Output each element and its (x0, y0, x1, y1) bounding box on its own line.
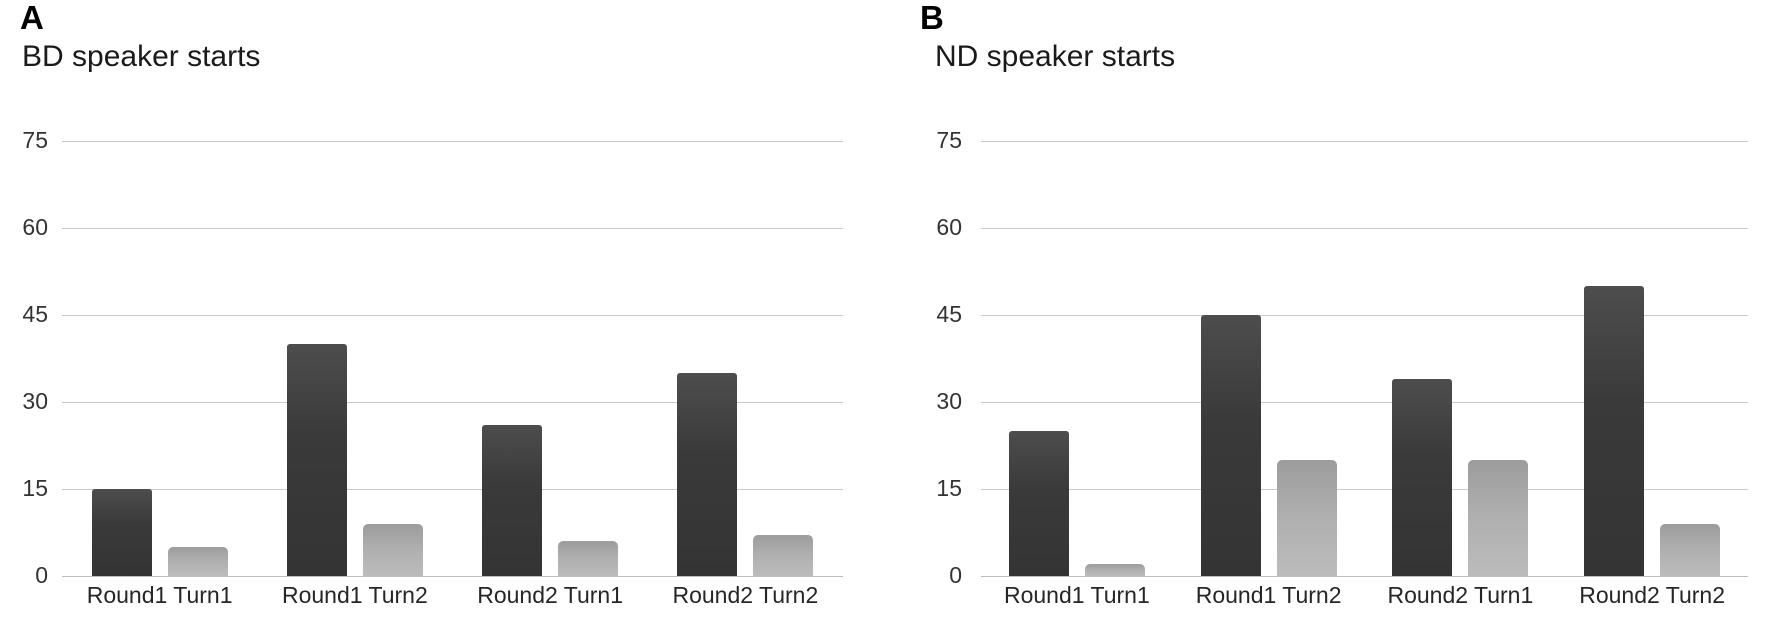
panel-a-plot-area (62, 141, 843, 577)
y-tick-label-45: 45 (936, 301, 962, 328)
bar-group-3 (482, 141, 619, 576)
x-category-label: Round1 Turn2 (1195, 582, 1342, 608)
bar-group-1 (1008, 141, 1145, 576)
panel-b-letter: B (920, 0, 944, 36)
dark-gray-series-bar (286, 344, 347, 576)
light-gray-series-bar (1468, 460, 1529, 576)
dark-gray-series-bar (1200, 315, 1261, 576)
y-gridline-75 (981, 141, 1748, 142)
y-gridline-30 (62, 402, 843, 403)
panel-b-y-axis: 0 15 30 45 60 75 (886, 129, 962, 587)
y-gridline-75 (62, 141, 843, 142)
x-category-label: Round1 Turn1 (1003, 582, 1150, 608)
y-gridline-15 (981, 489, 1748, 490)
light-gray-series-bar (167, 547, 228, 576)
bar-group-1 (91, 141, 228, 576)
bar-group-3 (1392, 141, 1529, 576)
y-tick-label-0: 0 (35, 562, 48, 589)
dark-gray-series-bar (482, 425, 543, 576)
x-category-label: Round1 Turn1 (86, 582, 233, 608)
light-gray-series-bar (558, 541, 619, 576)
bar-group-2 (1200, 141, 1337, 576)
y-tick-label-45: 45 (22, 301, 48, 328)
x-category-label: Round2 Turn2 (672, 582, 819, 608)
light-gray-series-bar (1660, 523, 1721, 576)
bar-group-4 (677, 141, 814, 576)
bar-group-4 (1584, 141, 1721, 576)
y-gridline-45 (62, 315, 843, 316)
y-tick-label-30: 30 (936, 388, 962, 415)
light-gray-series-bar (753, 535, 814, 576)
y-gridline-45 (981, 315, 1748, 316)
y-gridline-60 (62, 228, 843, 229)
panel-b: B ND speaker starts 0 15 30 45 60 75 Round1 T… (886, 0, 1772, 619)
x-category-label: Round2 Turn2 (1579, 582, 1726, 608)
y-tick-label-15: 15 (936, 475, 962, 502)
y-tick-label-60: 60 (22, 214, 48, 241)
dark-gray-series-bar (1008, 431, 1069, 576)
panel-a: A BD speaker starts 0 15 30 45 60 75 Round1 T… (0, 0, 843, 614)
panel-a-x-axis: Round1 Turn1 Round1 Turn2 Round2 Turn1 Roun… (62, 582, 843, 614)
x-category-label: Round2 Turn1 (477, 582, 624, 608)
y-tick-label-15: 15 (22, 475, 48, 502)
y-tick-label-30: 30 (22, 388, 48, 415)
y-gridline-0 (981, 576, 1748, 577)
panel-a-letter: A (20, 0, 44, 36)
light-gray-series-bar (1084, 564, 1145, 576)
y-gridline-15 (62, 489, 843, 490)
panel-a-y-axis: 0 15 30 45 60 75 (0, 129, 48, 587)
dark-gray-series-bar (91, 489, 152, 576)
dark-gray-series-bar (677, 373, 738, 576)
y-tick-label-75: 75 (22, 127, 48, 154)
dark-gray-series-bar (1392, 378, 1453, 576)
y-gridline-30 (981, 402, 1748, 403)
y-tick-label-75: 75 (936, 127, 962, 154)
panel-b-x-axis: Round1 Turn1 Round1 Turn2 Round2 Turn1 Roun… (981, 582, 1748, 614)
panel-b-title: ND speaker starts (935, 40, 1176, 73)
y-gridline-0 (62, 576, 843, 577)
light-gray-series-bar (362, 523, 423, 576)
y-tick-label-60: 60 (936, 214, 962, 241)
x-category-label: Round1 Turn2 (281, 582, 428, 608)
dark-gray-series-bar (1584, 286, 1645, 576)
bar-group-2 (286, 141, 423, 576)
y-gridline-60 (981, 228, 1748, 229)
x-category-label: Round2 Turn1 (1387, 582, 1534, 608)
light-gray-series-bar (1276, 460, 1337, 576)
panel-a-title: BD speaker starts (22, 40, 261, 73)
y-tick-label-0: 0 (949, 562, 962, 589)
panel-b-plot-area (981, 141, 1748, 577)
